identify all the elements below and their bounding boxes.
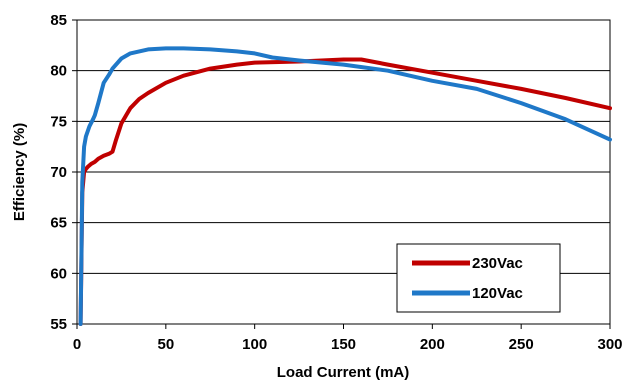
y-axis-title: Efficiency (%) xyxy=(11,123,28,221)
y-tick-label: 60 xyxy=(50,265,67,282)
y-tick-label: 55 xyxy=(50,316,67,333)
x-tick-label: 200 xyxy=(420,336,445,353)
x-tick-label: 50 xyxy=(157,336,174,353)
y-tick-label: 75 xyxy=(50,113,67,130)
axis-ticks xyxy=(72,19,611,329)
y-tick-label: 65 xyxy=(50,215,67,232)
y-tick-label: 85 xyxy=(50,12,67,29)
y-tick-labels: 55 60 65 70 75 80 85 xyxy=(50,12,67,333)
x-tick-label: 100 xyxy=(242,336,267,353)
series-line-120vac xyxy=(78,46,612,326)
legend-label-120vac: 120Vac xyxy=(472,285,523,302)
series-line-230vac xyxy=(78,57,612,326)
x-tick-labels: 0 50 100 150 200 250 300 xyxy=(73,336,623,353)
legend-label-230vac: 230Vac xyxy=(472,255,523,272)
x-tick-label: 0 xyxy=(73,336,81,353)
legend: 230Vac 120Vac xyxy=(396,243,561,313)
x-tick-label: 250 xyxy=(509,336,534,353)
legend-box xyxy=(396,243,561,313)
y-tick-label: 70 xyxy=(50,164,67,181)
series-group xyxy=(78,46,612,326)
x-tick-label: 300 xyxy=(597,336,622,353)
y-tick-label: 80 xyxy=(50,63,67,80)
x-axis-title: Load Current (mA) xyxy=(277,364,410,381)
x-tick-label: 150 xyxy=(331,336,356,353)
